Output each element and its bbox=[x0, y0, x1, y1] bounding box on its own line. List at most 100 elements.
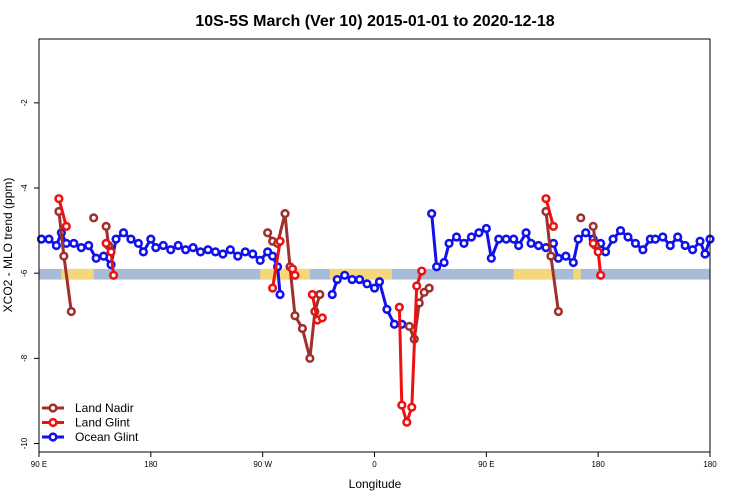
ocean-glint-point bbox=[195, 247, 206, 257]
land-glint-point bbox=[417, 266, 427, 276]
ocean-glint-point bbox=[91, 253, 101, 263]
x-tick-label: 0 bbox=[372, 460, 377, 469]
ocean-glint-point bbox=[494, 234, 504, 244]
ocean-glint-point bbox=[275, 289, 285, 300]
ocean-glint-point bbox=[432, 262, 442, 272]
land-nadir-point bbox=[263, 228, 273, 238]
ocean-glint-point bbox=[146, 234, 156, 244]
ocean-glint-point bbox=[111, 234, 121, 244]
y-tick-label: -10 bbox=[20, 437, 29, 449]
ocean-glint-point bbox=[427, 208, 437, 219]
ocean-glint-point bbox=[382, 304, 392, 314]
land-nadir-point bbox=[280, 208, 290, 219]
ocean-glint-point bbox=[158, 240, 168, 251]
ocean-glint-point bbox=[650, 234, 660, 244]
ocean-glint-point bbox=[608, 234, 618, 244]
ocean-glint-point bbox=[69, 238, 79, 248]
ocean-glint-point bbox=[581, 228, 591, 238]
land-glint-point bbox=[596, 270, 606, 280]
ocean-glint-point bbox=[658, 232, 668, 242]
ocean-glint-point bbox=[474, 228, 484, 238]
land-glint-point bbox=[541, 194, 551, 204]
ocean-glint-point bbox=[188, 243, 198, 253]
land-nadir-point bbox=[89, 213, 99, 223]
ocean-glint-point bbox=[138, 247, 148, 257]
x-tick-label: 90 E bbox=[478, 460, 494, 469]
land-nadir-point bbox=[315, 289, 325, 300]
ocean-glint-point bbox=[486, 253, 496, 263]
land-glint-point bbox=[101, 238, 111, 248]
legend-land-nadir-label: Land Nadir bbox=[75, 401, 134, 415]
land-glint-line bbox=[271, 240, 282, 289]
ocean-glint-point bbox=[601, 247, 611, 257]
land-band-segment bbox=[329, 268, 392, 280]
ocean-glint-point bbox=[459, 238, 469, 248]
ocean-glint-point bbox=[638, 245, 648, 255]
ocean-glint-point bbox=[568, 257, 578, 268]
ocean-glint-point bbox=[44, 234, 54, 244]
ocean-glint-point bbox=[332, 274, 342, 285]
legend-ocean-glint-label: Ocean Glint bbox=[75, 430, 139, 444]
ocean-glint-point bbox=[700, 249, 710, 259]
land-band-segment bbox=[260, 268, 310, 280]
land-nadir-point bbox=[66, 306, 76, 317]
land-glint-point bbox=[106, 247, 116, 257]
land-nadir-point bbox=[101, 221, 111, 231]
ocean-glint-point bbox=[444, 238, 454, 248]
x-tick-label: 90 W bbox=[253, 460, 272, 469]
legend-land-glint-label: Land Glint bbox=[75, 416, 130, 430]
land-nadir-point bbox=[59, 251, 69, 261]
ocean-glint-point bbox=[151, 243, 161, 253]
land-nadir-point bbox=[404, 321, 414, 331]
ocean-glint-point bbox=[374, 277, 385, 287]
land-glint-line bbox=[544, 198, 555, 227]
ocean-glint-point bbox=[695, 236, 705, 246]
land-glint-point bbox=[290, 270, 300, 280]
land-glint-point bbox=[61, 221, 71, 231]
ocean-glint-point bbox=[118, 228, 129, 238]
ocean-glint-point bbox=[521, 228, 531, 238]
x-tick-label: 90 E bbox=[31, 460, 47, 469]
land-nadir-point bbox=[553, 306, 564, 317]
ocean-glint-point bbox=[126, 234, 136, 244]
ocean-glint-point bbox=[248, 249, 258, 259]
ocean-glint-point bbox=[51, 240, 61, 251]
ocean-glint-point bbox=[84, 240, 94, 251]
y-tick-label: -8 bbox=[20, 354, 29, 362]
ocean-glint-point bbox=[233, 251, 243, 261]
ocean-glint-point bbox=[340, 270, 350, 280]
land-ocean-band bbox=[39, 268, 710, 280]
ocean-glint-point bbox=[615, 225, 626, 236]
ocean-glint-point bbox=[218, 249, 228, 259]
ocean-glint-point bbox=[225, 245, 235, 255]
legend-land-nadir-marker bbox=[48, 403, 58, 413]
x-axis: 90 E 180 90 W 0 90 E 180 180 bbox=[31, 452, 717, 469]
chart-title: 10S-5S March (Ver 10) 2015-01-01 to 2020… bbox=[195, 13, 554, 30]
ocean-glint-point bbox=[99, 251, 109, 261]
y-axis-label: XCO2 - MLO trend (ppm) bbox=[1, 178, 15, 313]
ocean-glint-point bbox=[623, 232, 633, 242]
land-glint-point bbox=[397, 400, 407, 410]
ocean-glint-point bbox=[680, 240, 690, 251]
land-band-segment bbox=[61, 268, 94, 280]
ocean-glint-point bbox=[630, 238, 641, 248]
land-glint-point bbox=[412, 281, 422, 291]
land-glint-point bbox=[407, 402, 417, 412]
ocean-glint-point bbox=[210, 247, 221, 257]
ocean-glint-point bbox=[526, 238, 536, 248]
ocean-glint-point bbox=[501, 234, 511, 244]
ocean-glint-point bbox=[369, 283, 380, 293]
ocean-glint-point bbox=[466, 232, 477, 242]
ocean-glint-point bbox=[439, 257, 449, 268]
ocean-glint-point bbox=[181, 245, 191, 255]
ocean-glint-point bbox=[133, 238, 144, 248]
land-band-segment bbox=[513, 268, 554, 280]
legend-ocean-glint-marker bbox=[48, 432, 58, 442]
ocean-glint-point bbox=[673, 232, 683, 242]
ocean-glint-point bbox=[514, 240, 524, 251]
land-glint-point bbox=[593, 247, 603, 257]
ocean-glint-point bbox=[173, 240, 183, 251]
land-nadir-point bbox=[588, 221, 598, 231]
